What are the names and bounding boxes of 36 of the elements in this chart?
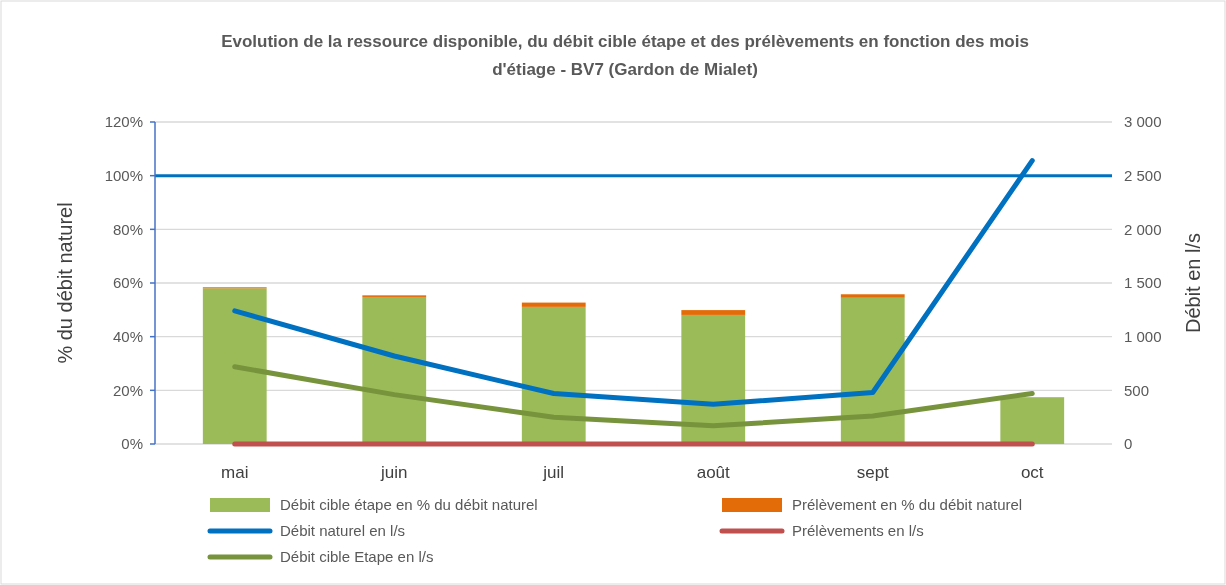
y-tick-label: 100%	[104, 166, 143, 184]
x-tick-label: juin	[380, 463, 408, 482]
y-tick-label: 120%	[104, 113, 143, 131]
y-tick-label: 40%	[112, 327, 143, 345]
x-tick-label: mai	[221, 463, 249, 482]
y2-tick-label: 2 500	[1124, 166, 1162, 184]
y2-axis-title: Débit en l/s	[1182, 232, 1204, 334]
y2-tick-label: 1 000	[1124, 327, 1162, 345]
legend-label: Débit cible Etape en l/s	[280, 548, 434, 566]
bar	[202, 288, 267, 444]
bar	[840, 297, 905, 444]
y2-tick-label: 500	[1124, 381, 1150, 399]
y-tick-label: 60%	[112, 274, 143, 292]
y-tick-label: 0%	[121, 435, 143, 453]
y2-tick-label: 3 000	[1124, 113, 1162, 131]
x-tick-label: août	[696, 463, 731, 482]
x-tick-label: juil	[542, 463, 565, 482]
y-tick-label: 80%	[112, 220, 143, 238]
x-tick-label: oct	[1020, 463, 1044, 482]
legend-label: Débit naturel en l/s	[280, 522, 406, 540]
bar	[681, 310, 746, 315]
bar	[362, 296, 427, 444]
bar	[521, 306, 586, 444]
y-axis-title: % du débit naturel	[54, 202, 76, 364]
bar	[1000, 397, 1065, 444]
bar	[521, 302, 586, 307]
x-tick-label: sept	[856, 463, 890, 482]
y2-tick-label: 2 000	[1124, 220, 1162, 238]
y-tick-label: 20%	[112, 381, 143, 399]
legend-label: Débit cible étape en % du débit naturel	[280, 496, 538, 514]
legend-label: Prélèvements en l/s	[792, 522, 924, 540]
bar	[840, 294, 905, 298]
y2-tick-label: 0	[1124, 435, 1133, 453]
legend-label: Prélèvement en % du débit naturel	[792, 496, 1023, 514]
y2-tick-label: 1 500	[1124, 274, 1162, 292]
chart-title: Evolution de la ressource disponible, du débit cible étape et des prélèvements en fonction des mois d'étiage - BV7 (Gardon de Mialet)	[220, 31, 1030, 81]
